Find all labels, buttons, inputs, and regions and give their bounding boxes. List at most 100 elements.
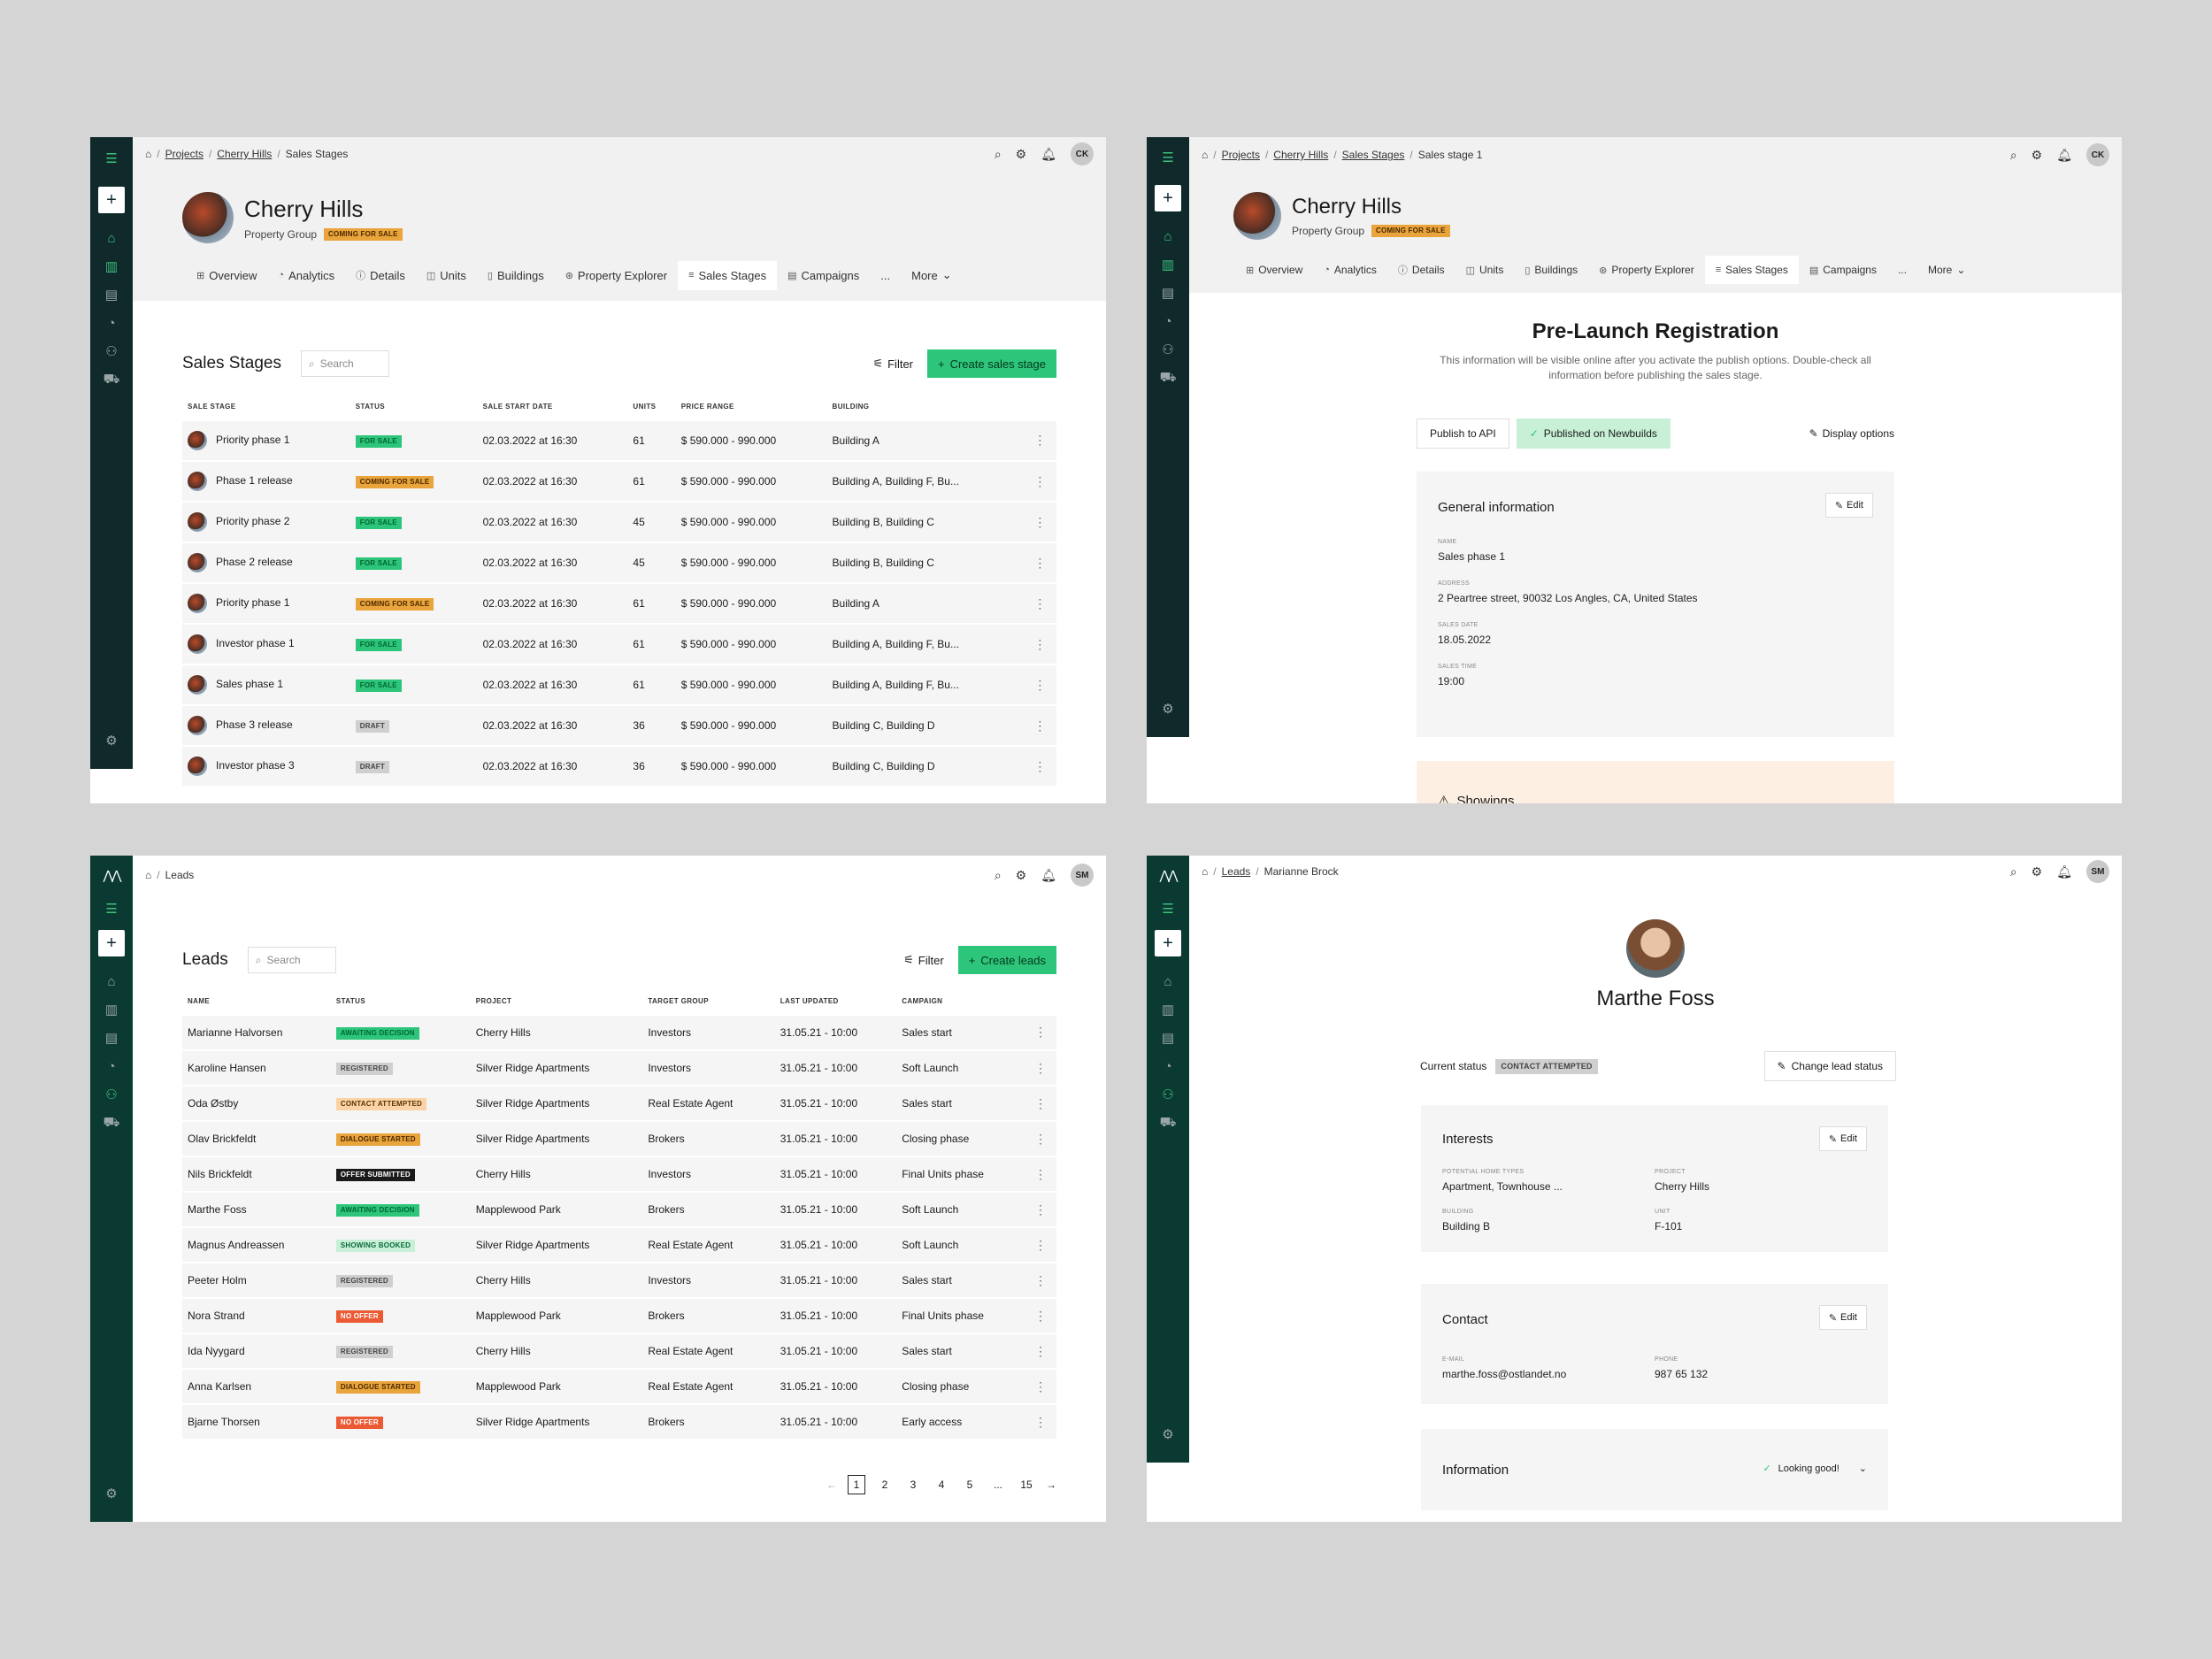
breadcrumb-projects[interactable]: Projects	[165, 148, 204, 160]
tab-campaigns[interactable]: ▤ Campaigns	[787, 268, 860, 282]
breadcrumb-sales-stages[interactable]: Sales Stages	[1341, 149, 1405, 161]
bell-icon[interactable]: 🔔︎	[2056, 147, 2072, 162]
page-button[interactable]: 2	[881, 1479, 888, 1491]
table-row[interactable]: Marthe Foss AWAITING DECISION Mapplewood P…	[182, 1191, 1056, 1228]
settings-icon[interactable]: ⚙	[1162, 702, 1174, 717]
more-options-icon[interactable]: ⋮	[1023, 745, 1056, 787]
table-row[interactable]: Ida Nyygard REGISTERED Cherry Hills Real Es…	[182, 1333, 1056, 1370]
home-icon[interactable]: ⌂	[107, 973, 116, 989]
more-options-icon[interactable]: ⋮	[1025, 1014, 1056, 1051]
filter-button[interactable]: ⚟ Filter	[903, 953, 944, 967]
tab-campaigns[interactable]: ▤ Campaigns	[1809, 264, 1877, 276]
tab-details[interactable]: ⓘ Details	[1397, 264, 1445, 276]
bell-icon[interactable]: 🔔︎	[1041, 146, 1056, 161]
menu-icon[interactable]: ☰	[105, 151, 118, 166]
table-row[interactable]: Nora Strand NO OFFER Mapplewood Park Broker…	[182, 1297, 1056, 1334]
more-options-icon[interactable]: ⋮	[1023, 623, 1056, 665]
table-row[interactable]: Nils Brickfeldt OFFER SUBMITTED Cherry Hil…	[182, 1156, 1056, 1193]
edit-button[interactable]: ✎ Edit	[1818, 1305, 1867, 1330]
leads-icon[interactable]: ⚇	[105, 344, 118, 359]
table-row[interactable]: Investor phase 1 FOR SALE 02.03.2022 at 16…	[182, 623, 1056, 665]
leads-icon[interactable]: ⚇	[1162, 342, 1174, 357]
building-icon[interactable]: ▥	[1161, 1002, 1175, 1018]
avatar[interactable]: CK	[2086, 143, 2109, 166]
table-row[interactable]: Karoline Hansen REGISTERED Silver Ridge Ap…	[182, 1049, 1056, 1087]
search-icon[interactable]: ⌕	[994, 146, 1002, 161]
information-card[interactable]: Information ✓ Looking good! ⌄	[1421, 1429, 1888, 1510]
publish-api-button[interactable]: Publish to API	[1417, 419, 1509, 449]
gear-icon[interactable]: ⚙	[1015, 867, 1027, 882]
home-icon[interactable]: ⌂	[145, 148, 152, 160]
cart-icon[interactable]: ⛟	[103, 371, 120, 387]
add-icon[interactable]: +	[98, 930, 125, 956]
more-options-icon[interactable]: ⋮	[1025, 1085, 1056, 1122]
tab-buildings[interactable]: ▯ Buildings	[1525, 264, 1578, 276]
more-options-icon[interactable]: ⋮	[1023, 541, 1056, 584]
bell-icon[interactable]: 🔔︎	[2056, 864, 2072, 879]
settings-icon[interactable]: ⚙	[1162, 1427, 1174, 1442]
search-icon[interactable]: ⌕	[994, 867, 1002, 882]
presentation-icon[interactable]: ▤	[1161, 286, 1175, 301]
gear-icon[interactable]: ⚙	[2031, 864, 2043, 879]
more-options-icon[interactable]: ⋮	[1025, 1191, 1056, 1228]
table-row[interactable]: Olav Brickfeldt DIALOGUE STARTED Silver Ri…	[182, 1120, 1056, 1157]
tab-more[interactable]: More ⌄	[911, 268, 952, 282]
tab-units[interactable]: ◫ Units	[1465, 264, 1504, 276]
filter-button[interactable]: ⚟ Filter	[872, 357, 913, 371]
more-options-icon[interactable]: ⋮	[1025, 1262, 1056, 1299]
add-icon[interactable]: +	[98, 187, 125, 213]
more-options-icon[interactable]: ⋮	[1023, 664, 1056, 706]
next-page-icon[interactable]: →	[1046, 1479, 1056, 1491]
breadcrumb-leads[interactable]: Leads	[1221, 865, 1251, 878]
table-row[interactable]: Sales phase 1 FOR SALE 02.03.2022 at 16:30…	[182, 664, 1056, 706]
more-options-icon[interactable]: ⋮	[1025, 1403, 1056, 1440]
page-button[interactable]: 1	[848, 1475, 865, 1494]
more-options-icon[interactable]: ⋮	[1023, 704, 1056, 747]
tab-overview[interactable]: ⊞ Overview	[1246, 264, 1303, 276]
leads-icon[interactable]: ⚇	[105, 1087, 118, 1102]
more-options-icon[interactable]: ⋮	[1025, 1120, 1056, 1157]
table-row[interactable]: Priority phase 2 FOR SALE 02.03.2022 at 16…	[182, 501, 1056, 543]
breadcrumb-projects[interactable]: Projects	[1221, 149, 1260, 161]
table-row[interactable]: Phase 2 release FOR SALE 02.03.2022 at 16:…	[182, 541, 1056, 584]
more-options-icon[interactable]: ⋮	[1025, 1368, 1056, 1405]
building-icon[interactable]: ▥	[104, 259, 119, 274]
page-button[interactable]: ...	[993, 1479, 1002, 1491]
tab-sales-stages[interactable]: ≡ Sales Stages	[1704, 256, 1799, 284]
breadcrumb-project[interactable]: Cherry Hills	[1273, 149, 1329, 161]
tab-overview[interactable]: ⊞ Overview	[196, 268, 257, 282]
search-input[interactable]: ⌕ Search	[247, 947, 336, 973]
menu-icon[interactable]: ☰	[1162, 150, 1174, 165]
menu-icon[interactable]: ☰	[105, 902, 118, 917]
presentation-icon[interactable]: ▤	[1161, 1031, 1175, 1046]
breadcrumb-project[interactable]: Cherry Hills	[217, 148, 273, 160]
page-button[interactable]: 5	[966, 1479, 973, 1491]
table-row[interactable]: Peeter Holm REGISTERED Cherry Hills Investo…	[182, 1262, 1056, 1299]
table-row[interactable]: Oda Østby CONTACT ATTEMPTED Silver Ridge A…	[182, 1085, 1056, 1122]
analytics-icon[interactable]: ◔	[1164, 1058, 1172, 1074]
menu-icon[interactable]: ☰	[1162, 902, 1174, 917]
add-icon[interactable]: +	[1155, 185, 1181, 211]
tab-property-explorer[interactable]: ⊛ Property Explorer	[565, 268, 668, 282]
table-row[interactable]: Magnus Andreassen SHOWING BOOKED Silver Ri…	[182, 1226, 1056, 1263]
chevron-down-icon[interactable]: ⌄	[1858, 1463, 1867, 1474]
home-icon[interactable]: ⌂	[1164, 228, 1172, 244]
display-options-button[interactable]: ✎ Display options	[1809, 427, 1894, 440]
presentation-icon[interactable]: ▤	[104, 1031, 119, 1046]
cart-icon[interactable]: ⛟	[103, 1114, 120, 1130]
home-icon[interactable]: ⌂	[1164, 973, 1172, 989]
table-row[interactable]: Bjarne Thorsen NO OFFER Silver Ridge Apart…	[182, 1403, 1056, 1440]
table-row[interactable]: Phase 1 release COMING FOR SALE 02.03.2022…	[182, 460, 1056, 503]
tab-sales-stages[interactable]: ≡ Sales Stages	[678, 260, 778, 290]
table-row[interactable]: Anna Karlsen DIALOGUE STARTED Mapplewood P…	[182, 1368, 1056, 1405]
cart-icon[interactable]: ⛟	[1159, 1114, 1177, 1130]
avatar[interactable]: SM	[1071, 864, 1094, 887]
tab-units[interactable]: ◫ Units	[426, 268, 466, 282]
table-row[interactable]: Phase 3 release DRAFT 02.03.2022 at 16:30 3…	[182, 704, 1056, 747]
edit-button[interactable]: ✎ Edit	[1818, 1126, 1867, 1151]
edit-button[interactable]: ✎ Edit	[1824, 493, 1873, 518]
leads-icon[interactable]: ⚇	[1162, 1087, 1174, 1102]
table-row[interactable]: Investor phase 3 DRAFT 02.03.2022 at 16:30…	[182, 745, 1056, 787]
tab--[interactable]: ...	[1897, 264, 1907, 276]
home-icon[interactable]: ⌂	[107, 230, 116, 246]
